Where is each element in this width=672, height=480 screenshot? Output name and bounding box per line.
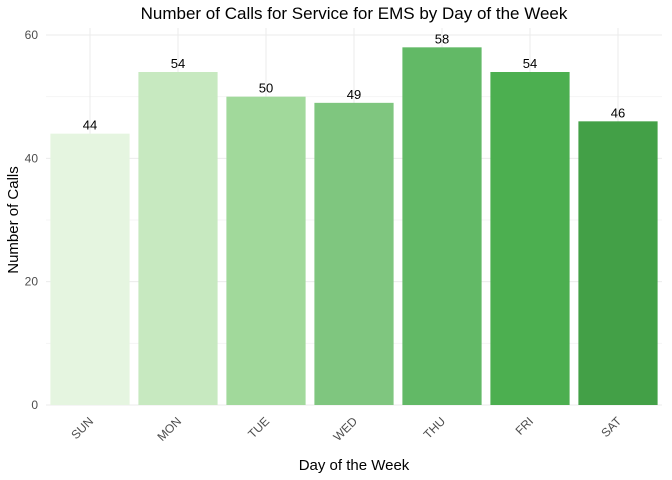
y-axis-ticks: 0 20 40 60 (25, 28, 39, 412)
x-axis-ticks: SUN MON TUE WED THU FRI SAT (68, 414, 624, 444)
x-tick-label-fri: FRI (513, 414, 537, 438)
bar-tue (226, 96, 306, 406)
bar-thu (402, 47, 482, 405)
x-tick-label-sat: SAT (598, 414, 624, 440)
x-tick-label-thu: THU (421, 414, 448, 441)
bars (50, 47, 658, 406)
x-tick-label-sun: SUN (68, 414, 96, 442)
bar-fri (490, 72, 570, 405)
data-label-wed: 49 (347, 87, 361, 102)
x-axis-title: Day of the Week (299, 457, 410, 474)
data-label-sat: 46 (611, 105, 625, 120)
x-tick-label-mon: MON (154, 414, 184, 444)
chart-title: Number of Calls for Service for EMS by D… (141, 4, 568, 23)
y-tick-label: 40 (25, 151, 39, 165)
y-tick-label: 20 (25, 275, 39, 289)
data-labels: 44 54 50 49 58 54 46 (83, 31, 625, 132)
x-tick-label-tue: TUE (245, 414, 272, 441)
x-tick-label-wed: WED (330, 414, 360, 444)
y-tick-label: 60 (25, 28, 39, 42)
y-tick-label: 0 (31, 398, 38, 412)
data-label-mon: 54 (171, 56, 185, 71)
data-label-tue: 50 (259, 81, 273, 96)
data-label-sun: 44 (83, 118, 97, 133)
bar-sat (578, 121, 658, 405)
bar-sun (50, 133, 130, 405)
data-label-thu: 58 (435, 31, 449, 46)
data-label-fri: 54 (523, 56, 537, 71)
bar-mon (138, 72, 218, 405)
y-axis-title: Number of Calls (5, 166, 22, 274)
bar-wed (314, 102, 394, 405)
